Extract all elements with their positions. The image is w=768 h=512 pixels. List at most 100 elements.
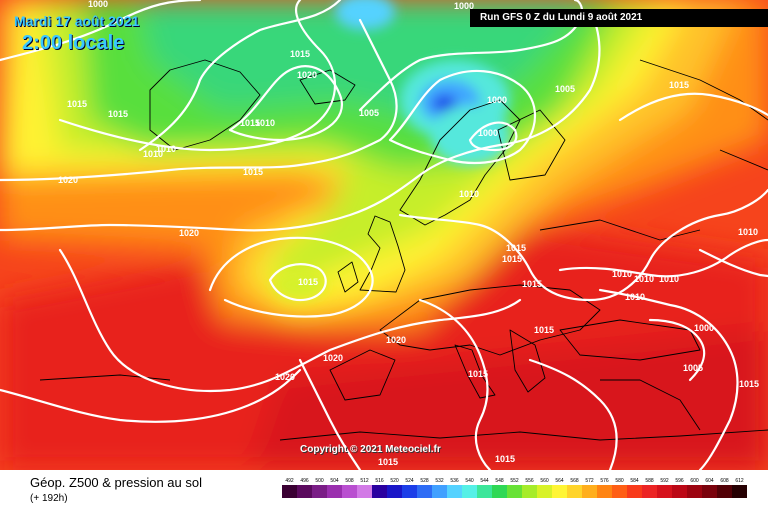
isobar-label: 1010 — [625, 292, 645, 302]
legend-swatch — [327, 485, 342, 498]
geopotential-map: 1000 1000 1015 1020 1015 1015 1015 1010 … — [0, 0, 768, 470]
legend-cell: 492 — [282, 478, 297, 498]
legend-value: 528 — [420, 478, 429, 484]
legend-cell: 592 — [657, 478, 672, 498]
legend-swatch — [372, 485, 387, 498]
isobar-label: 1015 — [243, 167, 263, 177]
valid-date: Mardi 17 août 2021 — [14, 13, 140, 29]
legend-value: 520 — [390, 478, 399, 484]
legend-cell: 516 — [372, 478, 387, 498]
legend-swatch — [417, 485, 432, 498]
legend-value: 492 — [285, 478, 294, 484]
isobars — [0, 0, 768, 470]
isobar-label: 1020 — [58, 175, 78, 185]
legend-value: 532 — [435, 478, 444, 484]
isobar-label: 1015 — [495, 454, 515, 464]
isobar-label: 1015 — [502, 254, 522, 264]
legend-cell: 508 — [342, 478, 357, 498]
legend-swatch — [582, 485, 597, 498]
isobar-label: 1010 — [156, 144, 176, 154]
legend-cell: 532 — [432, 478, 447, 498]
legend-cell: 524 — [402, 478, 417, 498]
legend-cell: 560 — [537, 478, 552, 498]
legend-swatch — [687, 485, 702, 498]
isobar-label: 1010 — [659, 274, 679, 284]
legend-swatch — [447, 485, 462, 498]
legend-value: 600 — [690, 478, 699, 484]
isobar-label: 1015 — [378, 457, 398, 467]
run-label: Run GFS 0 Z du Lundi 9 août 2021 — [480, 12, 643, 23]
isobar-label: 1010 — [459, 189, 479, 199]
isobar-label: 1020 — [179, 228, 199, 238]
legend-cell: 608 — [717, 478, 732, 498]
legend-cell: 564 — [552, 478, 567, 498]
legend-cell: 552 — [507, 478, 522, 498]
legend-cell: 540 — [462, 478, 477, 498]
legend-swatch — [462, 485, 477, 498]
legend-swatch — [657, 485, 672, 498]
legend-cell: 496 — [297, 478, 312, 498]
legend-swatch — [387, 485, 402, 498]
legend-value: 512 — [360, 478, 369, 484]
isobar-label: 1015 — [298, 277, 318, 287]
legend-value: 572 — [585, 478, 594, 484]
legend-cell: 556 — [522, 478, 537, 498]
legend-cell: 576 — [597, 478, 612, 498]
isobar-label: 1020 — [297, 70, 317, 80]
legend-value: 508 — [345, 478, 354, 484]
isobar-labels: 1000 1000 1015 1020 1015 1015 1015 1010 … — [58, 0, 759, 467]
legend-value: 500 — [315, 478, 324, 484]
legend-value: 608 — [720, 478, 729, 484]
legend-value: 576 — [600, 478, 609, 484]
isobar-label: 1015 — [468, 369, 488, 379]
legend-value: 560 — [540, 478, 549, 484]
legend-cell: 536 — [447, 478, 462, 498]
legend-value: 584 — [630, 478, 639, 484]
legend-swatch — [477, 485, 492, 498]
footer-bar: Géop. Z500 & pression au sol (+ 192h) 49… — [0, 470, 768, 512]
legend-value: 580 — [615, 478, 624, 484]
isobar-label: 1005 — [555, 84, 575, 94]
legend-value: 536 — [450, 478, 459, 484]
coastlines — [39, 59, 768, 441]
legend-swatch — [342, 485, 357, 498]
isobar-label: 1005 — [683, 363, 703, 373]
isobar-label: 1015 — [534, 325, 554, 335]
legend-swatch — [297, 485, 312, 498]
legend-value: 548 — [495, 478, 504, 484]
legend-swatch — [402, 485, 417, 498]
isobar-label: 1015 — [669, 80, 689, 90]
legend-cell: 568 — [567, 478, 582, 498]
run-info-box: Run GFS 0 Z du Lundi 9 août 2021 — [470, 9, 768, 27]
legend-value: 496 — [300, 478, 309, 484]
isobar-label: 1000 — [88, 0, 108, 9]
legend-value: 564 — [555, 478, 564, 484]
legend-value: 516 — [375, 478, 384, 484]
legend-cell: 584 — [627, 478, 642, 498]
legend-cell: 572 — [582, 478, 597, 498]
legend-cell: 528 — [417, 478, 432, 498]
legend-cell: 504 — [327, 478, 342, 498]
legend-value: 556 — [525, 478, 534, 484]
legend-swatch — [537, 485, 552, 498]
isobar-label: 1015 — [67, 99, 87, 109]
isobar-label: 1020 — [323, 353, 343, 363]
legend-value: 612 — [735, 478, 744, 484]
legend-swatch — [642, 485, 657, 498]
legend-swatch — [732, 485, 747, 498]
legend-cell: 500 — [312, 478, 327, 498]
isobar-label: 1015 — [506, 243, 526, 253]
legend-value: 604 — [705, 478, 714, 484]
map-title: Géop. Z500 & pression au sol — [30, 475, 202, 490]
isobar-label: 1015 — [240, 118, 260, 128]
legend-value: 568 — [570, 478, 579, 484]
isobar-label: 1000 — [487, 95, 507, 105]
copyright-notice: Copyright © 2021 Meteociel.fr — [300, 444, 441, 455]
isobar-label: 1010 — [634, 274, 654, 284]
isobar-label: 1020 — [275, 372, 295, 382]
legend-swatch — [507, 485, 522, 498]
lead-time: (+ 192h) — [30, 493, 68, 504]
isobar-label: 1015 — [108, 109, 128, 119]
legend-swatch — [492, 485, 507, 498]
